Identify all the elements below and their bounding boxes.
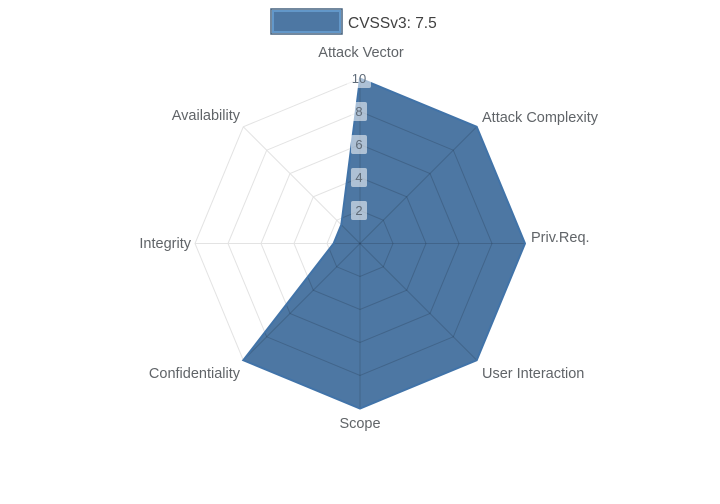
radial-tick: 8 xyxy=(351,102,367,121)
radar-polygon-outline xyxy=(241,77,527,410)
radar-polygon xyxy=(243,78,526,409)
legend[interactable]: CVSSv3: 7.5 xyxy=(270,8,437,35)
axis-label-attack-vector: Attack Vector xyxy=(318,45,404,61)
radial-tick: 2 xyxy=(351,201,367,220)
legend-swatch-outline xyxy=(270,8,343,35)
axis-label-integrity: Integrity xyxy=(139,236,191,252)
axis-label-availability: Availability xyxy=(172,108,241,124)
axis-label-attack-complexity: Attack Complexity xyxy=(482,110,599,126)
axis-label-priv-req: Priv.Req. xyxy=(531,230,590,246)
radial-tick-value: 10 xyxy=(352,71,366,86)
radial-tick-labels: 2 4 6 8 10 xyxy=(347,69,371,220)
axis-label-scope: Scope xyxy=(339,416,380,432)
legend-swatch xyxy=(272,10,341,33)
legend-label[interactable]: CVSSv3: 7.5 xyxy=(348,15,437,32)
radial-tick-value: 2 xyxy=(355,203,362,218)
radial-tick: 6 xyxy=(351,135,367,154)
radial-tick: 4 xyxy=(351,168,367,187)
axis-labels: Attack Vector Attack Complexity Priv.Req… xyxy=(139,45,598,432)
radial-tick: 10 xyxy=(347,69,371,88)
radial-tick-value: 6 xyxy=(355,137,362,152)
axis-label-user-interaction: User Interaction xyxy=(482,366,584,382)
radial-tick-value: 8 xyxy=(355,104,362,119)
radial-tick-value: 4 xyxy=(355,170,362,185)
axis-label-confidentiality: Confidentiality xyxy=(149,366,241,382)
